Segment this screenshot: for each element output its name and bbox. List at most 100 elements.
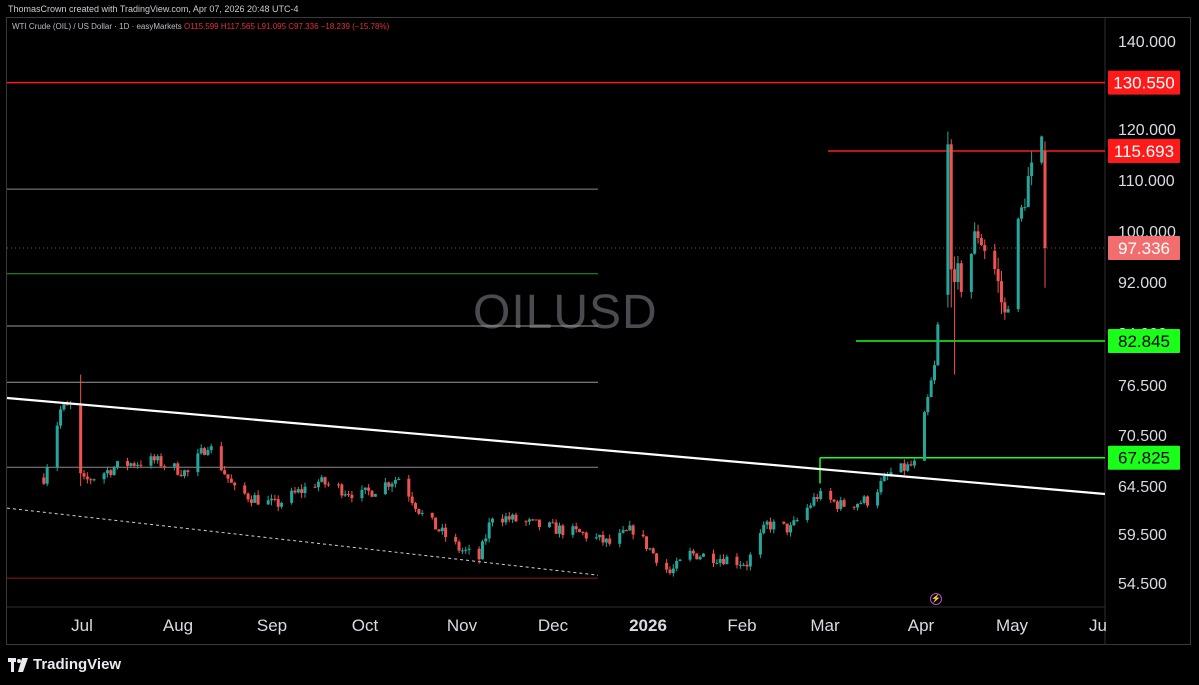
candle-body <box>79 405 83 474</box>
candle-body <box>641 534 645 537</box>
candle-body <box>360 489 364 499</box>
candle-body <box>832 499 836 502</box>
candle-body <box>387 482 391 487</box>
candle-body <box>323 477 327 485</box>
candle-body <box>645 536 649 550</box>
candle-body <box>561 525 565 535</box>
candle-body <box>855 503 859 508</box>
candle-body <box>397 478 401 481</box>
candle-body <box>608 538 612 544</box>
time-tick-label: Mar <box>810 616 840 635</box>
candle-body <box>675 560 679 569</box>
price-tick-label: 54.500 <box>1118 576 1167 593</box>
candle-body <box>440 527 444 532</box>
price-tag-support <box>1108 329 1180 354</box>
candle-body <box>959 263 963 292</box>
candle-body <box>1043 151 1047 248</box>
candle-body <box>768 521 772 530</box>
brand-name: TradingView <box>33 656 122 673</box>
candle-body <box>156 456 160 461</box>
candle-body <box>815 497 819 499</box>
candle-body <box>524 521 528 523</box>
candle-body <box>879 481 883 493</box>
candle-body <box>340 484 344 496</box>
candle-body <box>414 503 418 509</box>
candle-body <box>484 538 488 542</box>
price-tick-label: 110.000 <box>1118 173 1175 190</box>
candle-body <box>226 474 230 479</box>
candle-body <box>936 324 940 366</box>
candle-body <box>624 530 628 532</box>
time-tick-label: Oct <box>352 616 379 635</box>
candle-body <box>162 466 166 468</box>
candle-body <box>176 463 180 475</box>
candle-body <box>233 482 237 486</box>
candle-body <box>501 518 505 523</box>
price-tick-label: 59.500 <box>1118 527 1167 544</box>
symbol-watermark: OILUSD <box>473 286 658 339</box>
price-tag-label: 82.845 <box>1118 332 1170 351</box>
candle-body <box>270 498 274 501</box>
candle-body <box>598 534 602 538</box>
candle-body <box>628 525 632 531</box>
time-tick-label: 2026 <box>629 616 667 635</box>
candle-body <box>223 470 227 475</box>
candle-body <box>695 553 699 560</box>
price-tick-label: 92.000 <box>1118 275 1167 292</box>
candle-body <box>454 537 458 542</box>
candle-body <box>514 514 518 522</box>
candle-body <box>59 409 63 426</box>
time-tick-label: May <box>996 616 1029 635</box>
candle-body <box>829 491 833 500</box>
price-tick-label: 76.500 <box>1118 378 1167 395</box>
candle-body <box>993 250 997 270</box>
candle-body <box>109 470 113 475</box>
candle-body <box>996 269 1000 282</box>
time-tick-label: Aug <box>163 616 193 635</box>
candle-body <box>554 522 558 534</box>
price-tag-resistance <box>1108 138 1180 163</box>
time-tick-label: Ju <box>1089 616 1107 635</box>
candle-body <box>922 412 926 461</box>
candle-body <box>738 564 742 566</box>
candle-body <box>139 464 143 466</box>
candle-body <box>594 537 598 539</box>
candle-body <box>92 479 96 481</box>
candle-body <box>671 568 675 574</box>
symbol-legend[interactable]: WTI Crude (OIL) / US Dollar · 1D · easyM… <box>12 22 389 31</box>
candle-body <box>949 144 953 270</box>
candle-body <box>812 497 816 506</box>
candle-body <box>899 463 903 473</box>
candle-body <box>882 475 886 482</box>
candle-body <box>199 448 203 454</box>
candle-body <box>698 556 702 560</box>
candle-body <box>1003 302 1007 313</box>
candle-body <box>115 461 119 468</box>
candle-body <box>480 541 484 560</box>
candle-body <box>527 519 531 522</box>
candle-body <box>430 512 434 518</box>
candle-body <box>735 556 739 566</box>
candle-body <box>762 524 766 534</box>
candle-body <box>159 456 163 467</box>
candle-body <box>745 564 749 567</box>
candle-body <box>655 553 659 563</box>
candle-body <box>477 548 481 560</box>
tradingview-brand[interactable]: TradingView <box>8 656 121 673</box>
candle-body <box>507 516 511 520</box>
candle-body <box>383 482 387 495</box>
event-flash-icon[interactable]: ⚡ <box>930 593 942 605</box>
candle-body <box>89 479 93 481</box>
price-tick-label: 140.000 <box>1118 34 1176 51</box>
candle-body <box>219 446 223 471</box>
candle-body <box>370 490 374 497</box>
candle-body <box>407 478 411 497</box>
candle-body <box>725 556 729 565</box>
candle-body <box>504 516 508 523</box>
candle-body <box>631 525 635 535</box>
candle-body <box>464 549 468 551</box>
price-tag-support <box>1108 445 1180 470</box>
candle-body <box>531 519 535 521</box>
candle-body <box>367 487 371 491</box>
